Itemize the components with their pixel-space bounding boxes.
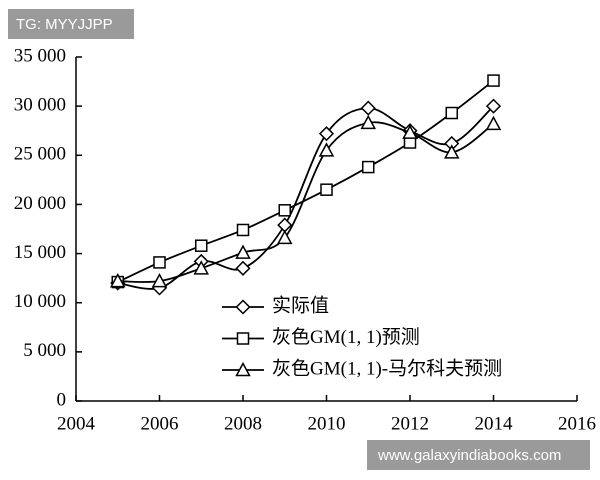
data-point [318,142,335,157]
x-tick-label: 2004 [57,413,96,434]
x-tick-label: 2016 [558,413,596,434]
data-point [151,273,168,288]
series-line [117,105,495,290]
x-tick-label: 2006 [141,413,179,434]
legend-label: 灰色GM(1, 1)-马尔科夫预测 [272,357,502,379]
x-tick-label: 2008 [224,413,262,434]
data-point [485,115,502,131]
legend-marker [235,361,251,377]
watermark: TG: MYYJJPP [16,16,113,33]
watermark-box [8,9,134,39]
data-point [445,106,458,120]
data-point [236,223,250,237]
y-tick-label: 0 [57,389,67,410]
legend-label: 实际值 [272,294,329,316]
y-tick-label: 30 000 [14,95,66,116]
data-point [402,124,418,139]
data-point [276,229,293,245]
y-tick-label: 10 000 [14,291,66,312]
legend-label: 灰色GM(1, 1)预测 [272,326,420,348]
data-point [278,204,291,217]
watermark-box [367,440,590,470]
y-tick-label: 15 000 [14,242,66,263]
y-tick-label: 20 000 [14,193,66,214]
data-point [109,273,126,288]
data-point [193,260,210,275]
data-point [487,74,500,87]
series-line [117,79,495,283]
y-tick-label: 5 000 [23,340,66,361]
data-point [360,114,377,130]
data-point [320,183,333,196]
watermark: www.galaxyindiabooks.com [377,447,561,464]
data-point [235,244,251,259]
data-point [485,98,502,114]
data-point [443,144,460,159]
x-tick-label: 2014 [475,413,514,434]
x-tick-label: 2010 [308,413,346,434]
data-point [153,256,166,269]
data-point [195,239,208,252]
y-tick-label: 35 000 [14,45,66,66]
y-tick-label: 25 000 [14,144,66,165]
legend-marker [235,299,251,315]
data-point [362,160,375,174]
legend-marker [236,332,250,345]
data-point [360,100,376,116]
data-point [318,126,335,142]
data-point [235,260,251,276]
x-tick-label: 2012 [391,413,429,434]
series-line [117,121,495,283]
